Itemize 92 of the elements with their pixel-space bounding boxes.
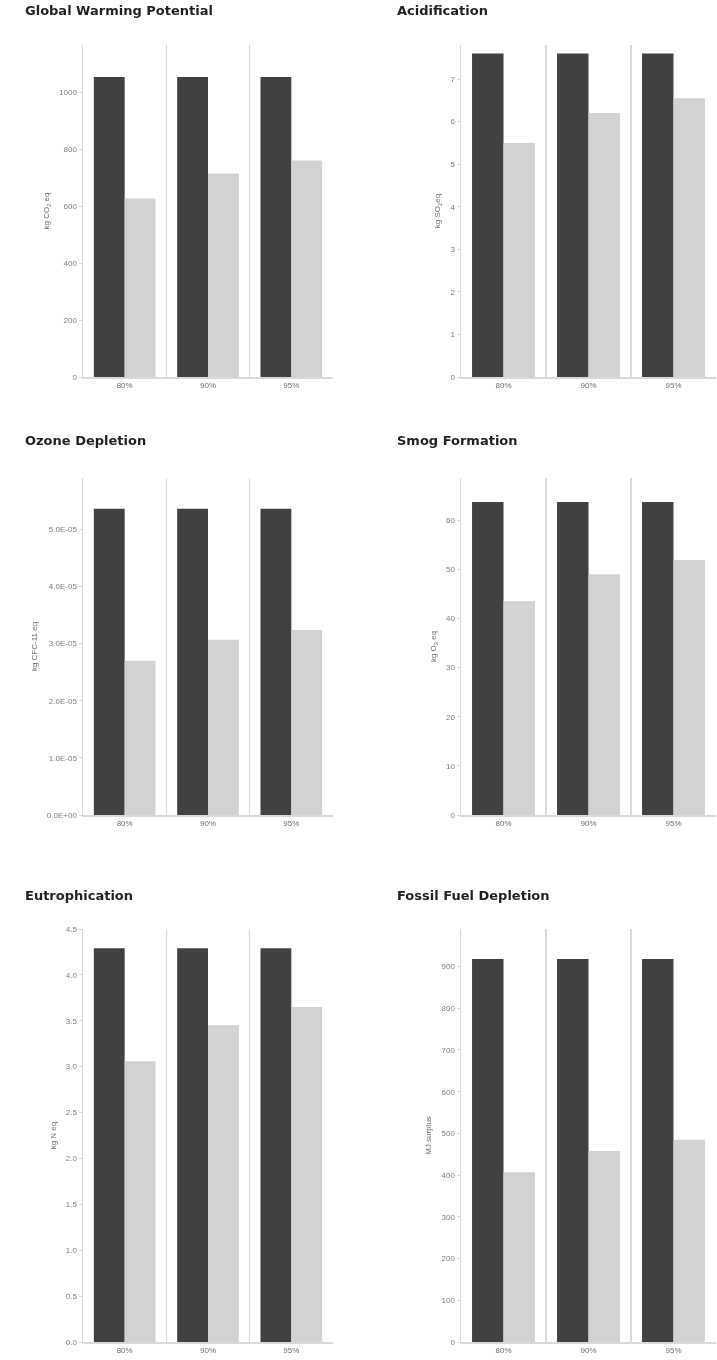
x-tick-label: 80% [116, 1346, 133, 1356]
y-tick-label: 900 [441, 962, 456, 972]
x-tick-label: 80% [495, 1346, 512, 1356]
y-tick-label: 5.0E-05 [48, 525, 78, 535]
y-tick-label: 400 [441, 1170, 456, 1180]
y-tick-label: 1.0E-05 [48, 753, 78, 763]
y-tick-label: 0 [450, 810, 456, 820]
y-axis-title: MJ surplus [424, 1116, 434, 1155]
bar [260, 76, 292, 377]
bar [93, 948, 125, 1342]
x-tick-label: 80% [495, 819, 512, 829]
y-tick-label: 30 [445, 663, 456, 673]
y-tick-label: 2.0E-05 [48, 696, 78, 706]
chart-title: Fossil Fuel Depletion [397, 888, 550, 904]
bar [177, 76, 208, 377]
y-axis-title: kg N eq [48, 1121, 58, 1150]
y-tick-label: 20 [445, 712, 456, 722]
y-tick-label: 800 [441, 1004, 456, 1014]
y-tick-label: 300 [441, 1212, 456, 1222]
chart-title: Global Warming Potential [25, 3, 213, 19]
x-tick-label: 90% [199, 819, 217, 829]
y-tick-label: 0 [72, 372, 78, 382]
y-tick-label: 2.5 [65, 1108, 78, 1118]
x-tick-label: 90% [580, 381, 597, 391]
y-tick-label: 600 [63, 201, 78, 211]
y-tick-label: 5 [450, 159, 456, 169]
x-tick-label: 80% [495, 381, 512, 391]
y-tick-label: 7 [450, 74, 456, 84]
bar [472, 959, 504, 1342]
chart-title: Eutrophication [25, 888, 134, 904]
y-tick-label: 400 [63, 258, 78, 268]
x-tick-label: 95% [283, 1346, 300, 1356]
y-tick-label: 1.0 [65, 1246, 78, 1256]
bar [642, 959, 674, 1342]
y-axis-title: kg CFC-11 eq [29, 621, 39, 672]
y-tick-label: 4.0E-05 [48, 582, 78, 592]
bar [472, 53, 504, 377]
x-tick-label: 95% [665, 819, 682, 829]
x-tick-label: 95% [283, 381, 300, 391]
y-tick-label: 1000 [59, 87, 78, 97]
y-tick-label: 50 [445, 565, 456, 575]
y-tick-label: 500 [441, 1129, 456, 1139]
y-tick-label: 200 [441, 1254, 456, 1264]
x-tick-label: 95% [665, 381, 682, 391]
y-tick-label: 2.0 [65, 1154, 78, 1164]
y-tick-label: 800 [63, 144, 78, 154]
bar [557, 959, 589, 1342]
chart-title: Smog Formation [397, 433, 518, 449]
chart-title: Acidification [397, 3, 488, 19]
bar [93, 76, 125, 377]
bar [177, 948, 208, 1342]
bar [557, 502, 589, 815]
bar [260, 948, 292, 1342]
y-tick-label: 1.5 [65, 1200, 78, 1210]
bar [557, 53, 589, 377]
y-tick-label: 10 [445, 761, 456, 771]
bar [472, 502, 504, 815]
y-tick-label: 0.0E+00 [46, 810, 78, 820]
y-tick-label: 200 [63, 315, 78, 325]
x-tick-label: 95% [283, 819, 300, 829]
y-tick-label: 60 [445, 516, 456, 526]
y-tick-label: 700 [441, 1045, 456, 1055]
y-tick-label: 6 [450, 117, 456, 127]
y-tick-label: 3.0 [65, 1062, 78, 1072]
y-tick-label: 4 [450, 202, 456, 212]
y-tick-label: 3 [450, 245, 456, 255]
y-tick-label: 0 [450, 1337, 456, 1347]
bar [93, 508, 125, 815]
bar [177, 508, 208, 815]
y-tick-label: 2 [450, 287, 456, 297]
x-tick-label: 90% [199, 381, 217, 391]
x-tick-label: 80% [116, 819, 133, 829]
x-tick-label: 90% [199, 1346, 217, 1356]
bar [642, 53, 674, 377]
y-tick-label: 0.5 [65, 1291, 78, 1301]
y-tick-label: 100 [441, 1296, 456, 1306]
y-tick-label: 3.5 [65, 1016, 78, 1026]
y-tick-label: 1 [450, 330, 456, 340]
x-tick-label: 95% [665, 1346, 682, 1356]
x-tick-label: 90% [580, 1346, 597, 1356]
y-tick-label: 0 [450, 372, 456, 382]
y-tick-label: 600 [441, 1087, 456, 1097]
y-tick-label: 0.0 [65, 1337, 78, 1347]
x-tick-label: 90% [580, 819, 597, 829]
bar [260, 508, 292, 815]
bar [642, 502, 674, 815]
y-tick-label: 3.0E-05 [48, 639, 78, 649]
y-tick-label: 4.0 [65, 970, 78, 980]
chart-title: Ozone Depletion [25, 433, 147, 449]
y-tick-label: 40 [445, 614, 456, 624]
y-tick-label: 4.5 [65, 924, 78, 934]
x-tick-label: 80% [116, 381, 133, 391]
